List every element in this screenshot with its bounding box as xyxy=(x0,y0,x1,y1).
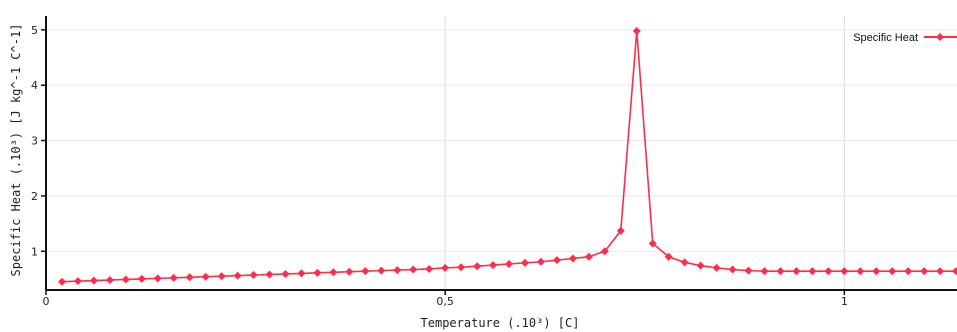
x-tick-label: 1 xyxy=(841,295,848,308)
data-point xyxy=(664,252,673,261)
data-point xyxy=(137,274,146,283)
data-point xyxy=(281,269,290,278)
data-point xyxy=(377,266,386,275)
data-point xyxy=(744,266,753,275)
data-point xyxy=(233,271,242,280)
data-point xyxy=(856,267,865,276)
data-point xyxy=(952,267,957,276)
legend-marker xyxy=(936,33,944,41)
data-point xyxy=(313,268,322,277)
data-point xyxy=(552,256,561,265)
data-point xyxy=(265,270,274,279)
y-tick-label: 5 xyxy=(31,24,38,37)
data-point xyxy=(457,263,466,272)
data-point xyxy=(632,26,641,35)
data-point xyxy=(584,252,593,261)
data-point xyxy=(616,226,625,235)
data-point xyxy=(712,263,721,272)
data-point xyxy=(680,258,689,267)
data-point xyxy=(169,273,178,282)
data-point xyxy=(920,267,929,276)
data-point xyxy=(792,267,801,276)
data-point xyxy=(936,267,945,276)
data-point xyxy=(888,267,897,276)
data-point xyxy=(840,267,849,276)
data-point xyxy=(57,277,66,286)
data-point xyxy=(824,267,833,276)
data-point xyxy=(249,271,258,280)
legend: Specific Heat xyxy=(853,32,957,44)
data-point xyxy=(425,264,434,273)
series-line xyxy=(61,30,957,283)
y-tick-label: 2 xyxy=(31,190,38,203)
data-point xyxy=(568,254,577,263)
data-point xyxy=(409,265,418,274)
data-point xyxy=(89,276,98,285)
data-point xyxy=(329,268,338,277)
data-point xyxy=(776,267,785,276)
data-point xyxy=(393,266,402,275)
x-tick-label: 0 xyxy=(43,295,50,308)
data-point xyxy=(105,276,114,285)
data-point xyxy=(201,272,210,281)
data-point xyxy=(297,269,306,278)
data-point xyxy=(600,247,609,256)
ticks-layer: 1 2 3 4 5 0 0,5 1 xyxy=(31,24,848,308)
data-point xyxy=(441,263,450,272)
data-point xyxy=(872,267,881,276)
data-point xyxy=(217,272,226,281)
data-point xyxy=(73,277,82,286)
data-point xyxy=(521,258,529,267)
data-point xyxy=(361,267,370,276)
x-tick-label: 0,5 xyxy=(436,295,454,308)
data-point xyxy=(153,274,162,283)
legend-label: Specific Heat xyxy=(853,32,918,44)
data-point xyxy=(760,267,769,276)
data-point xyxy=(473,262,482,271)
data-point xyxy=(536,257,545,266)
data-point xyxy=(728,265,737,274)
axes-layer xyxy=(45,16,957,291)
y-tick-label: 3 xyxy=(31,135,38,148)
grid-layer xyxy=(45,16,957,290)
data-point xyxy=(345,267,354,276)
data-point xyxy=(904,267,913,276)
y-tick-label: 4 xyxy=(31,79,38,92)
x-axis-title: Temperature (.10³) [C] xyxy=(421,316,580,330)
data-point xyxy=(505,259,514,268)
data-point xyxy=(696,261,705,270)
data-point xyxy=(185,273,194,282)
data-point xyxy=(648,239,657,248)
data-point xyxy=(489,261,498,270)
data-point xyxy=(121,275,130,284)
y-tick-label: 1 xyxy=(31,245,38,258)
data-point xyxy=(808,267,817,276)
y-axis-title: Specific Heat (.10³) [J kg^-1 C^-1] xyxy=(9,24,23,277)
series-layer xyxy=(57,26,957,286)
